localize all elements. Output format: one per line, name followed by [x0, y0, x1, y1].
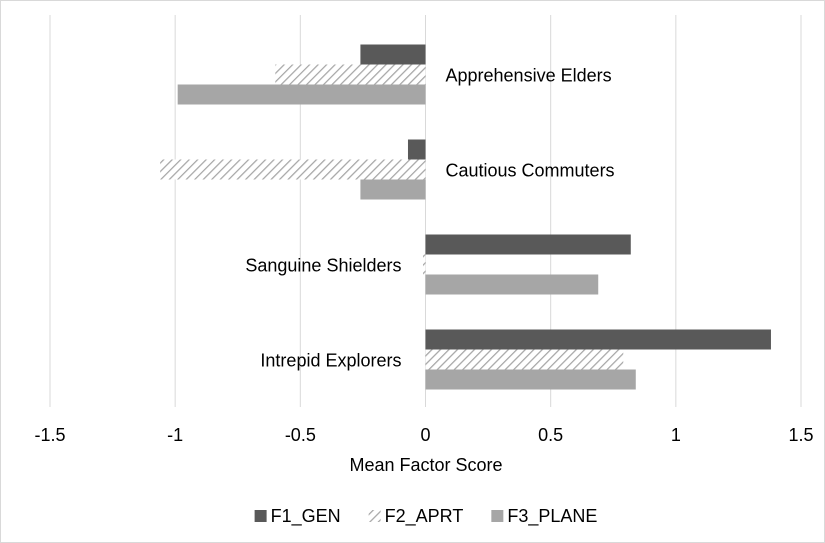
bar — [360, 179, 426, 200]
bar — [360, 44, 426, 65]
x-tick-label: 1.5 — [788, 425, 813, 445]
bar — [425, 369, 636, 390]
bar — [177, 84, 426, 105]
x-tick-label: 0 — [420, 425, 430, 445]
bar — [425, 349, 624, 370]
x-tick-label: 0.5 — [538, 425, 563, 445]
category-label: Sanguine Shielders — [245, 255, 401, 275]
bar — [407, 139, 426, 160]
legend-label: F3_PLANE — [507, 506, 597, 527]
legend-swatch — [254, 510, 267, 522]
category-label: Apprehensive Elders — [446, 65, 612, 85]
bar — [275, 64, 426, 85]
bar — [425, 274, 599, 295]
x-tick-label: 1 — [671, 425, 681, 445]
category-label: Cautious Commuters — [446, 160, 615, 180]
x-axis-title: Mean Factor Score — [349, 455, 502, 475]
x-tick-label: -1 — [167, 425, 183, 445]
legend-swatch — [368, 510, 381, 522]
x-tick-label: -0.5 — [285, 425, 316, 445]
x-tick-label: -1.5 — [34, 425, 65, 445]
bar — [425, 234, 631, 255]
category-label: Intrepid Explorers — [260, 350, 401, 370]
bar — [422, 254, 426, 275]
bar — [160, 159, 426, 180]
legend-label: F1_GEN — [271, 506, 341, 527]
legend-swatch — [491, 510, 504, 522]
bar — [425, 329, 771, 350]
legend-label: F2_APRT — [385, 506, 464, 527]
